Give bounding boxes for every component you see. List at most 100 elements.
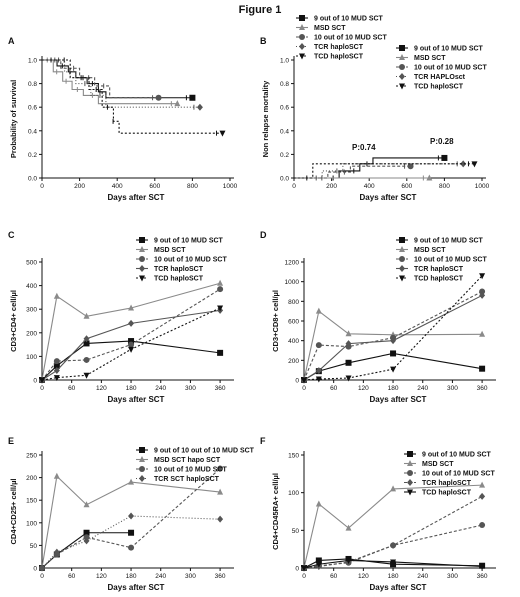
y-tick-label: 50 (30, 543, 38, 550)
y-axis-title: Non relapse mortality (261, 80, 270, 158)
y-axis-title: CD4+CD45RA+ cell/µl (271, 473, 280, 550)
data-point (128, 512, 135, 520)
legend-label: 9 out of 10 MUD SCT (154, 238, 224, 245)
series-4 (301, 291, 486, 384)
data-point (479, 481, 486, 488)
data-point (39, 377, 45, 384)
legend-label: TCR HAPLOsct (414, 74, 466, 81)
legend-label: 9 out of 10 MUD SCT (422, 452, 492, 459)
x-tick-label: 60 (330, 385, 338, 392)
x-tick-label: 600 (149, 183, 160, 190)
x-tick-label: 360 (215, 573, 226, 580)
data-point (315, 307, 322, 314)
x-tick-label: 180 (388, 385, 399, 392)
legend-label: TCD haploSCT (414, 84, 464, 91)
series-line (42, 59, 178, 105)
data-point (128, 346, 135, 353)
data-point (174, 100, 181, 107)
legend-marker (139, 246, 145, 252)
y-tick-label: 800 (288, 299, 299, 306)
series-4 (39, 512, 224, 572)
series-line (303, 484, 483, 569)
series-line (41, 282, 221, 381)
data-point (128, 338, 135, 345)
y-tick-label: 0 (33, 566, 37, 573)
y-tick-label: 50 (292, 528, 300, 535)
chart-panel-b: B 0.0 0.2 0.4 0.6 0.8 1.0 0 200 400 600 800 1000 Days… (260, 36, 490, 202)
y-tick-label: 150 (288, 453, 299, 460)
x-tick-label: 400 (112, 183, 123, 190)
data-point (479, 288, 486, 295)
legend-label: 10 out of 10 MUD SCT (422, 471, 495, 478)
legend-label: MSD SCT (154, 247, 186, 254)
series-line (294, 163, 464, 179)
legend-marker (399, 256, 405, 262)
x-tick-label: 60 (330, 573, 338, 580)
data-point (128, 478, 135, 485)
series-line (303, 495, 483, 569)
data-point (345, 524, 352, 531)
data-point (479, 492, 486, 500)
legend-marker (139, 456, 145, 462)
x-tick-label: 120 (358, 385, 369, 392)
y-tick-label: 400 (288, 338, 299, 345)
y-tick-label: 1.0 (280, 58, 289, 65)
data-point (217, 349, 224, 356)
series-line (294, 163, 475, 179)
data-point (390, 366, 397, 373)
y-tick-label: 0 (295, 566, 299, 573)
y-tick-label: 0 (33, 378, 37, 385)
series-line (294, 165, 411, 179)
legend-marker (299, 43, 305, 50)
series-1 (42, 57, 196, 101)
data-point (53, 548, 60, 556)
x-tick-label: 180 (126, 385, 137, 392)
y-tick-label: 0.4 (28, 128, 37, 135)
data-point (301, 565, 307, 572)
legend-label: MSD SCT (414, 247, 446, 254)
figure-title: Figure 1 (238, 4, 282, 16)
panel-label: D (260, 230, 267, 240)
x-axis-title: Days after SCT (108, 583, 165, 592)
y-tick-label: 400 (26, 283, 37, 290)
legend-label: 9 out of 10 MUD SCT (414, 46, 484, 53)
legend-marker (139, 475, 145, 482)
legend: 9 out of 10 MUD SCT MSD SCT 10 out of 10 M… (136, 237, 227, 283)
legend-label: 10 out of 10 MUD SCT (414, 65, 487, 72)
y-tick-label: 1200 (285, 260, 300, 267)
legend-label: MSD SCT (314, 25, 346, 32)
data-point (345, 557, 352, 564)
legend: 9 out of 10 MUD SCT MSD SCT 10 out of 10 M… (396, 237, 487, 283)
x-tick-label: 300 (185, 573, 196, 580)
legend-label: 9 out of 10 MUD SCT (314, 16, 384, 23)
series-4 (42, 57, 203, 111)
series-line (42, 59, 200, 108)
legend-label: MSD SCT hapo SCT (154, 457, 221, 464)
x-axis-title: Days after SCT (360, 193, 417, 202)
y-tick-label: 200 (26, 330, 37, 337)
data-point (407, 163, 414, 170)
series-line (42, 59, 193, 99)
legend-label: TCR haploSCT (154, 266, 204, 273)
x-tick-label: 120 (358, 573, 369, 580)
x-tick-label: 600 (401, 183, 412, 190)
data-point (128, 304, 135, 311)
x-tick-label: 360 (215, 385, 226, 392)
data-point (479, 330, 486, 337)
series-4 (294, 160, 467, 181)
x-tick-label: 60 (68, 573, 76, 580)
data-point (345, 375, 352, 382)
data-point (315, 376, 322, 383)
y-tick-label: 0.4 (280, 128, 289, 135)
series-5 (301, 557, 486, 572)
panel-label: E (8, 436, 14, 446)
data-point (83, 335, 90, 343)
data-point (53, 367, 60, 375)
data-point (471, 161, 478, 168)
data-point (219, 130, 226, 137)
legend-marker (139, 466, 145, 472)
y-axis-title: CD3+CD8+ cell/µl (271, 290, 280, 352)
legend-label: 9 out of 10 MUD SCT (414, 238, 484, 245)
data-point (460, 160, 467, 168)
legend: 9 out of 10 MUD SCT MSD SCT 10 out of 10 M… (396, 45, 487, 91)
